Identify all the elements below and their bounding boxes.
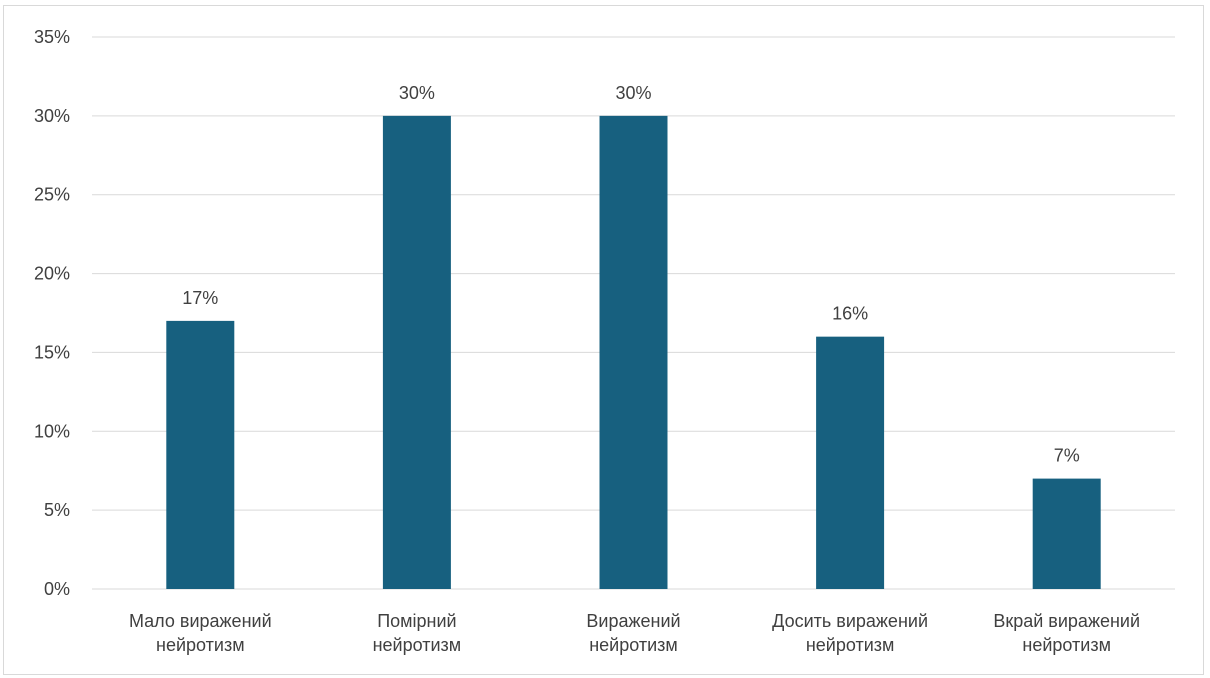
category-label: Помірний нейротизм	[373, 611, 462, 655]
data-label: 17%	[182, 288, 218, 308]
data-labels: 17% 30% 30% 16% 7%	[182, 83, 1079, 466]
category-labels: Мало виражений нейротизм Помірний нейротизм…	[129, 611, 1140, 655]
data-label: 30%	[615, 83, 651, 103]
y-tick-label: 35%	[34, 27, 70, 47]
y-tick-label: 15%	[34, 342, 70, 362]
category-label: Мало виражений нейротизм	[129, 611, 272, 655]
bar	[166, 320, 235, 589]
category-label-line: Помірний	[377, 611, 456, 631]
category-label-line: нейротизм	[589, 635, 678, 655]
category-label-line: Мало виражений	[129, 611, 272, 631]
bar	[816, 336, 885, 589]
y-axis-tick-labels: 0% 5% 10% 15% 20% 25% 30% 35%	[34, 27, 70, 599]
category-label-line: нейротизм	[1022, 635, 1111, 655]
y-tick-label: 10%	[34, 421, 70, 441]
data-label: 30%	[399, 83, 435, 103]
category-label-line: нейротизм	[373, 635, 462, 655]
bar	[599, 115, 668, 589]
y-tick-label: 25%	[34, 185, 70, 205]
category-label-line: нейротизм	[806, 635, 895, 655]
category-label: Виражений нейротизм	[586, 611, 680, 655]
bar	[1032, 478, 1101, 589]
category-label: Вкрай виражений нейротизм	[993, 611, 1140, 655]
data-label: 16%	[832, 304, 868, 324]
category-label: Досить виражений нейротизм	[772, 611, 928, 655]
category-label-line: Досить виражений	[772, 611, 928, 631]
data-label: 7%	[1054, 446, 1080, 466]
y-tick-label: 30%	[34, 106, 70, 126]
category-label-line: Виражений	[586, 611, 680, 631]
category-label-line: нейротизм	[156, 635, 245, 655]
y-tick-label: 20%	[34, 264, 70, 284]
bars	[166, 115, 1101, 589]
y-tick-label: 0%	[44, 579, 70, 599]
category-label-line: Вкрай виражений	[993, 611, 1140, 631]
bar	[382, 115, 451, 589]
y-tick-label: 5%	[44, 500, 70, 520]
